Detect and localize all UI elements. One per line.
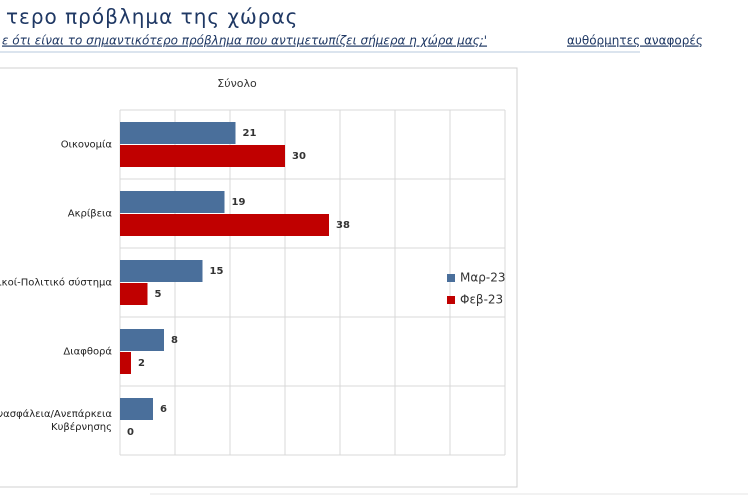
value-label: 2 — [138, 358, 145, 369]
y-tick-label: τικοί-Πολιτικό σύστημα — [0, 277, 112, 289]
bar — [120, 214, 329, 236]
y-tick-label: νασφάλεια/Ανεπάρκεια Κυβέρνησης — [0, 408, 112, 433]
value-label: 0 — [127, 427, 134, 438]
chart-frame — [0, 67, 518, 488]
subtitle: ε ότι είναι το σημαντικότερο πρόβλημα πο… — [2, 34, 487, 48]
value-label: 6 — [160, 404, 167, 415]
value-label: 5 — [155, 289, 162, 300]
y-tick-label: Ακρίβεια — [68, 208, 113, 220]
value-label: 15 — [210, 266, 224, 277]
bar — [120, 191, 225, 213]
value-label: 8 — [171, 335, 178, 346]
legend-swatch — [447, 296, 455, 304]
bar — [120, 352, 131, 374]
bar — [120, 398, 153, 420]
legend-swatch — [447, 274, 455, 282]
bar — [120, 283, 148, 305]
bar — [120, 145, 285, 167]
y-tick-label: Διαφθορά — [63, 346, 112, 358]
legend-label: Μαρ-23 — [460, 271, 505, 285]
bar — [120, 329, 164, 351]
chart-title: Σύνολο — [217, 77, 257, 90]
legend-label: Φεβ-23 — [460, 293, 503, 307]
value-label: 38 — [336, 220, 350, 231]
value-label: 19 — [232, 197, 246, 208]
bar — [120, 260, 203, 282]
bar — [120, 122, 236, 144]
y-tick-label: Οικονομία — [61, 139, 113, 151]
page-title: τερο πρόβλημα της χώρας — [6, 5, 298, 29]
value-label: 21 — [243, 128, 257, 139]
value-label: 30 — [292, 151, 306, 162]
subtitle-underlined: αυθόρμητες αναφορές — [567, 34, 703, 48]
